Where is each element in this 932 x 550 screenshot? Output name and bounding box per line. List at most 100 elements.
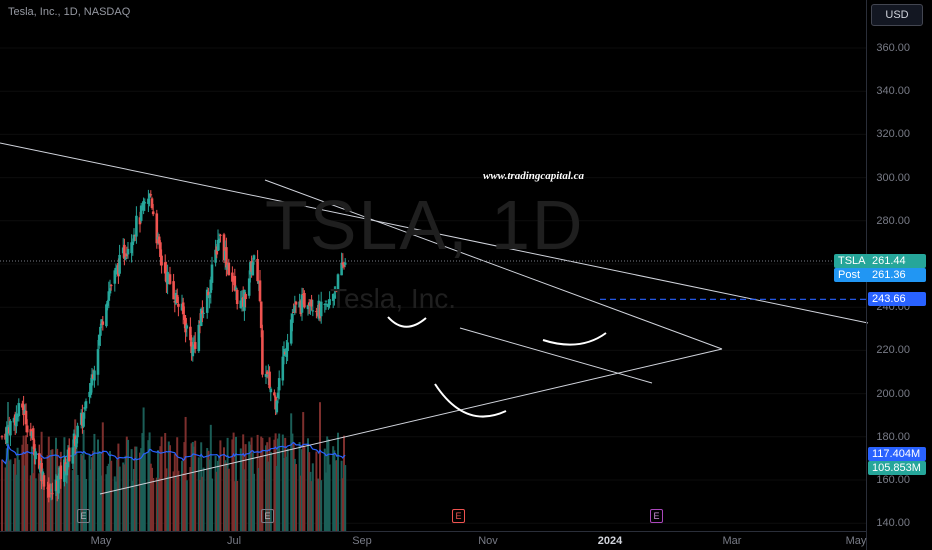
candle-body	[130, 242, 133, 254]
volume-bar	[80, 453, 83, 531]
candle-body	[168, 274, 172, 284]
time-tick-label: Nov	[478, 535, 498, 547]
volume-bar	[219, 440, 222, 531]
volume-bar	[131, 480, 134, 531]
candle-body	[244, 294, 247, 300]
volume-bar	[256, 434, 259, 531]
volume-bar	[281, 434, 284, 531]
candle-body	[166, 271, 169, 285]
candle-body	[147, 198, 150, 204]
price-tick-label: 160.00	[876, 474, 910, 486]
candle-body	[105, 304, 108, 327]
volume-bar	[189, 467, 192, 531]
earnings-marker[interactable]: E	[452, 509, 465, 523]
candle-body	[57, 475, 60, 494]
volume-bar	[199, 479, 201, 531]
volume-bar	[175, 475, 177, 531]
candle-body	[25, 425, 29, 433]
volume-bar	[98, 451, 101, 531]
candle-body	[42, 475, 46, 487]
annotation-text: www.tradingcapital.ca	[483, 170, 585, 182]
candle-body	[258, 280, 262, 302]
volume-bar	[134, 446, 137, 531]
volume-bar	[169, 445, 171, 531]
volume-bar	[82, 429, 85, 531]
volume-bar	[65, 458, 68, 531]
volume-bar	[292, 443, 295, 531]
candle-body	[172, 281, 175, 300]
volume-bar	[241, 454, 243, 531]
volume-bar	[133, 468, 135, 531]
candle-body	[9, 421, 12, 436]
candle-body	[148, 193, 151, 198]
currency-button[interactable]: USD	[871, 4, 923, 26]
symbol-watermark: TSLA, 1D	[265, 186, 585, 264]
volume-bars	[1, 402, 347, 531]
earnings-marker[interactable]: E	[261, 509, 274, 523]
descending-trendline	[0, 142, 869, 324]
time-tick-label: May	[90, 535, 112, 547]
price-tick-label: 340.00	[876, 85, 910, 98]
volume-bar	[74, 419, 77, 531]
candle-body	[310, 299, 313, 307]
volume-bar	[91, 457, 93, 531]
time-tick-label: Jul	[226, 535, 242, 547]
volume-bar	[59, 451, 62, 531]
volume-bar	[73, 441, 75, 531]
price-tick-label: 300.00	[876, 171, 910, 184]
volume-bar	[39, 457, 42, 531]
volume-bar	[58, 472, 61, 531]
time-tick-label: Sep	[352, 535, 372, 547]
candle-body	[275, 400, 279, 413]
right-shoulder-arc	[542, 332, 607, 346]
volume-bar	[343, 435, 345, 531]
candle-body	[132, 234, 136, 242]
candle-body	[65, 463, 69, 476]
candle-body	[89, 383, 93, 395]
candle-body	[37, 453, 41, 469]
volume-bar	[113, 476, 116, 531]
candle-body	[99, 326, 102, 336]
volume-bar	[118, 466, 121, 531]
volume-bar	[7, 402, 9, 531]
candle-body	[118, 254, 121, 274]
volume-bar	[290, 413, 293, 531]
volume-bar	[100, 475, 103, 531]
earnings-marker[interactable]: E	[77, 509, 90, 523]
volume-bar	[173, 454, 176, 531]
candle-body	[155, 213, 159, 244]
volume-bar	[226, 437, 229, 531]
volume-bar	[8, 460, 11, 531]
symbol-tag: TSLA	[834, 254, 872, 268]
earnings-marker-upcoming[interactable]: E	[650, 509, 663, 523]
volume-bar	[323, 448, 326, 531]
volume-bar	[140, 448, 143, 531]
candle-body	[202, 312, 205, 314]
volume-bar	[278, 433, 281, 531]
candle-body	[97, 334, 101, 346]
volume-bar	[194, 440, 197, 531]
candle-body	[150, 198, 154, 208]
candle-body	[5, 426, 9, 444]
volume-bar	[16, 447, 19, 531]
volume-bar	[250, 437, 253, 531]
candle-body	[227, 262, 231, 276]
candle-body	[269, 388, 273, 393]
candle-body	[76, 425, 79, 438]
volume-bar	[249, 444, 252, 531]
volume-bar	[4, 467, 7, 531]
candle-body	[293, 305, 297, 313]
volume-bar	[200, 442, 203, 531]
candle-body	[261, 330, 264, 375]
candle-body	[239, 300, 243, 309]
volume-bar	[105, 474, 108, 531]
candle-body	[333, 295, 336, 299]
time-tick-label: 2024	[597, 535, 623, 547]
volume-bar	[152, 478, 155, 531]
chart-title[interactable]: Tesla, Inc., 1D, NASDAQ	[8, 6, 131, 18]
candle-body	[59, 465, 63, 480]
candle-body	[342, 264, 346, 267]
price-tick-label: 200.00	[876, 387, 910, 400]
volume-bar	[147, 440, 150, 531]
